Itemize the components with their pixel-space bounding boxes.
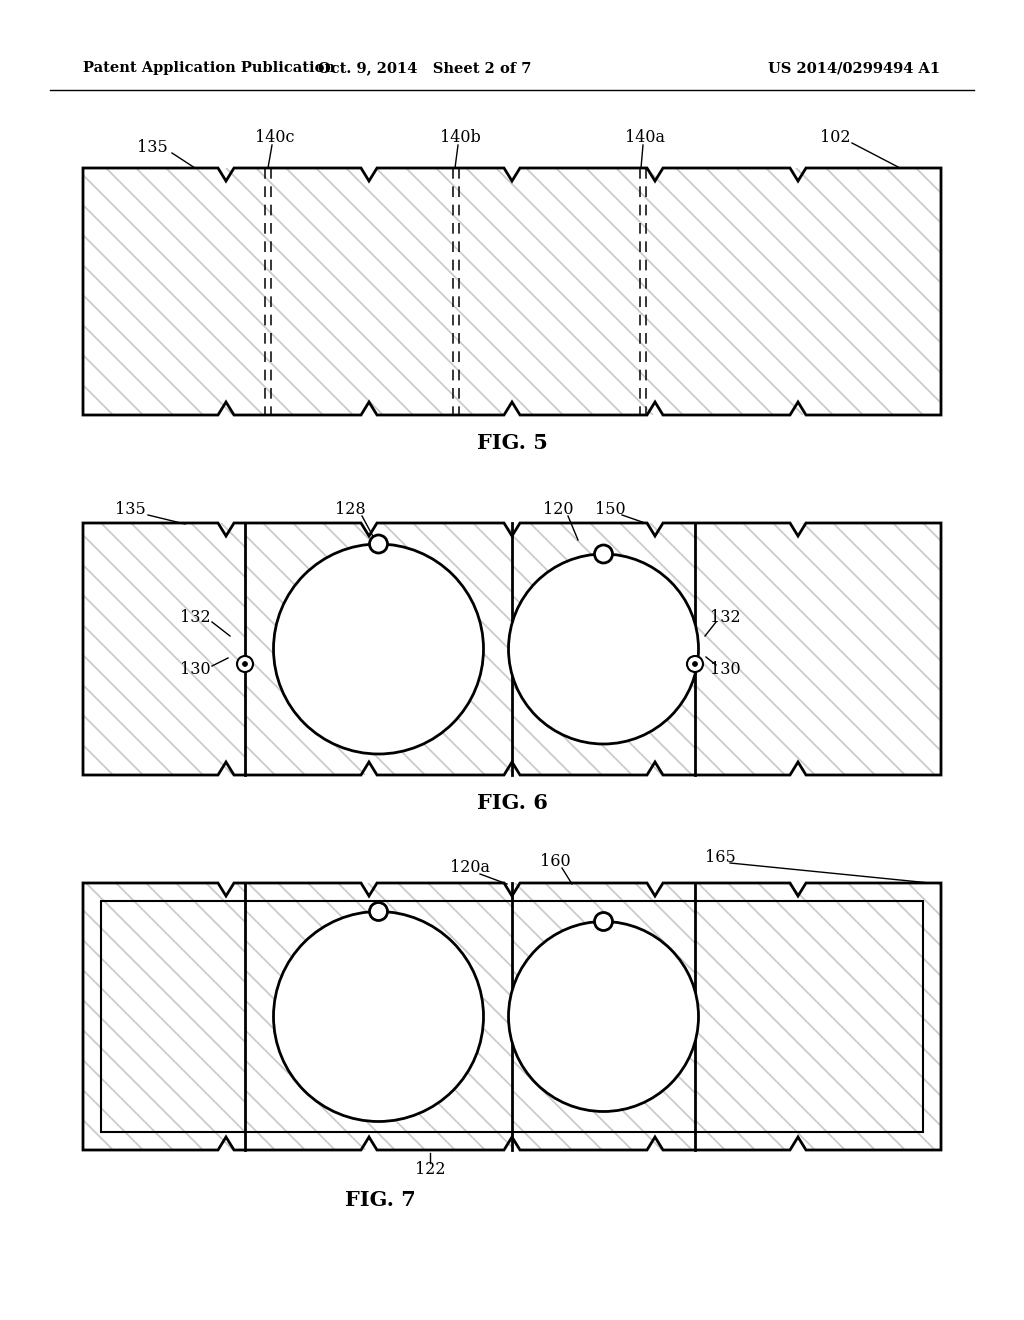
- Text: 130: 130: [179, 661, 210, 678]
- PathPatch shape: [512, 883, 695, 1150]
- PathPatch shape: [83, 523, 245, 775]
- PathPatch shape: [245, 523, 512, 775]
- Text: 160: 160: [540, 854, 570, 870]
- Text: 132: 132: [179, 609, 210, 626]
- Text: 140b: 140b: [439, 129, 480, 147]
- Text: Patent Application Publication: Patent Application Publication: [83, 61, 335, 75]
- Text: 120a: 120a: [450, 859, 490, 876]
- Circle shape: [243, 661, 248, 667]
- Ellipse shape: [509, 921, 698, 1111]
- Text: 150: 150: [595, 502, 626, 519]
- PathPatch shape: [695, 883, 941, 1150]
- Text: 130: 130: [710, 661, 740, 678]
- PathPatch shape: [245, 883, 512, 1150]
- Text: US 2014/0299494 A1: US 2014/0299494 A1: [768, 61, 940, 75]
- Circle shape: [692, 661, 697, 667]
- Text: 102: 102: [820, 129, 850, 147]
- Text: 135: 135: [115, 502, 145, 519]
- Text: 120: 120: [543, 502, 573, 519]
- Text: 135: 135: [136, 140, 167, 157]
- Circle shape: [687, 656, 703, 672]
- Text: FIG. 7: FIG. 7: [345, 1191, 416, 1210]
- Text: 132: 132: [710, 609, 740, 626]
- Ellipse shape: [273, 912, 483, 1122]
- Circle shape: [370, 535, 387, 553]
- Text: 165: 165: [705, 850, 735, 866]
- Text: FIG. 6: FIG. 6: [476, 793, 548, 813]
- Bar: [101, 902, 923, 1133]
- Circle shape: [237, 656, 253, 672]
- PathPatch shape: [695, 523, 941, 775]
- Circle shape: [595, 912, 612, 931]
- Text: 122: 122: [415, 1162, 445, 1179]
- Circle shape: [595, 545, 612, 564]
- PathPatch shape: [83, 883, 245, 1150]
- PathPatch shape: [512, 523, 695, 775]
- Ellipse shape: [273, 544, 483, 754]
- Text: FIG. 5: FIG. 5: [476, 433, 548, 453]
- Text: 128: 128: [335, 502, 366, 519]
- Ellipse shape: [509, 554, 698, 744]
- Text: 140c: 140c: [255, 129, 295, 147]
- Circle shape: [370, 903, 387, 920]
- Text: Oct. 9, 2014   Sheet 2 of 7: Oct. 9, 2014 Sheet 2 of 7: [318, 61, 531, 75]
- PathPatch shape: [83, 168, 941, 414]
- Text: 140a: 140a: [625, 129, 665, 147]
